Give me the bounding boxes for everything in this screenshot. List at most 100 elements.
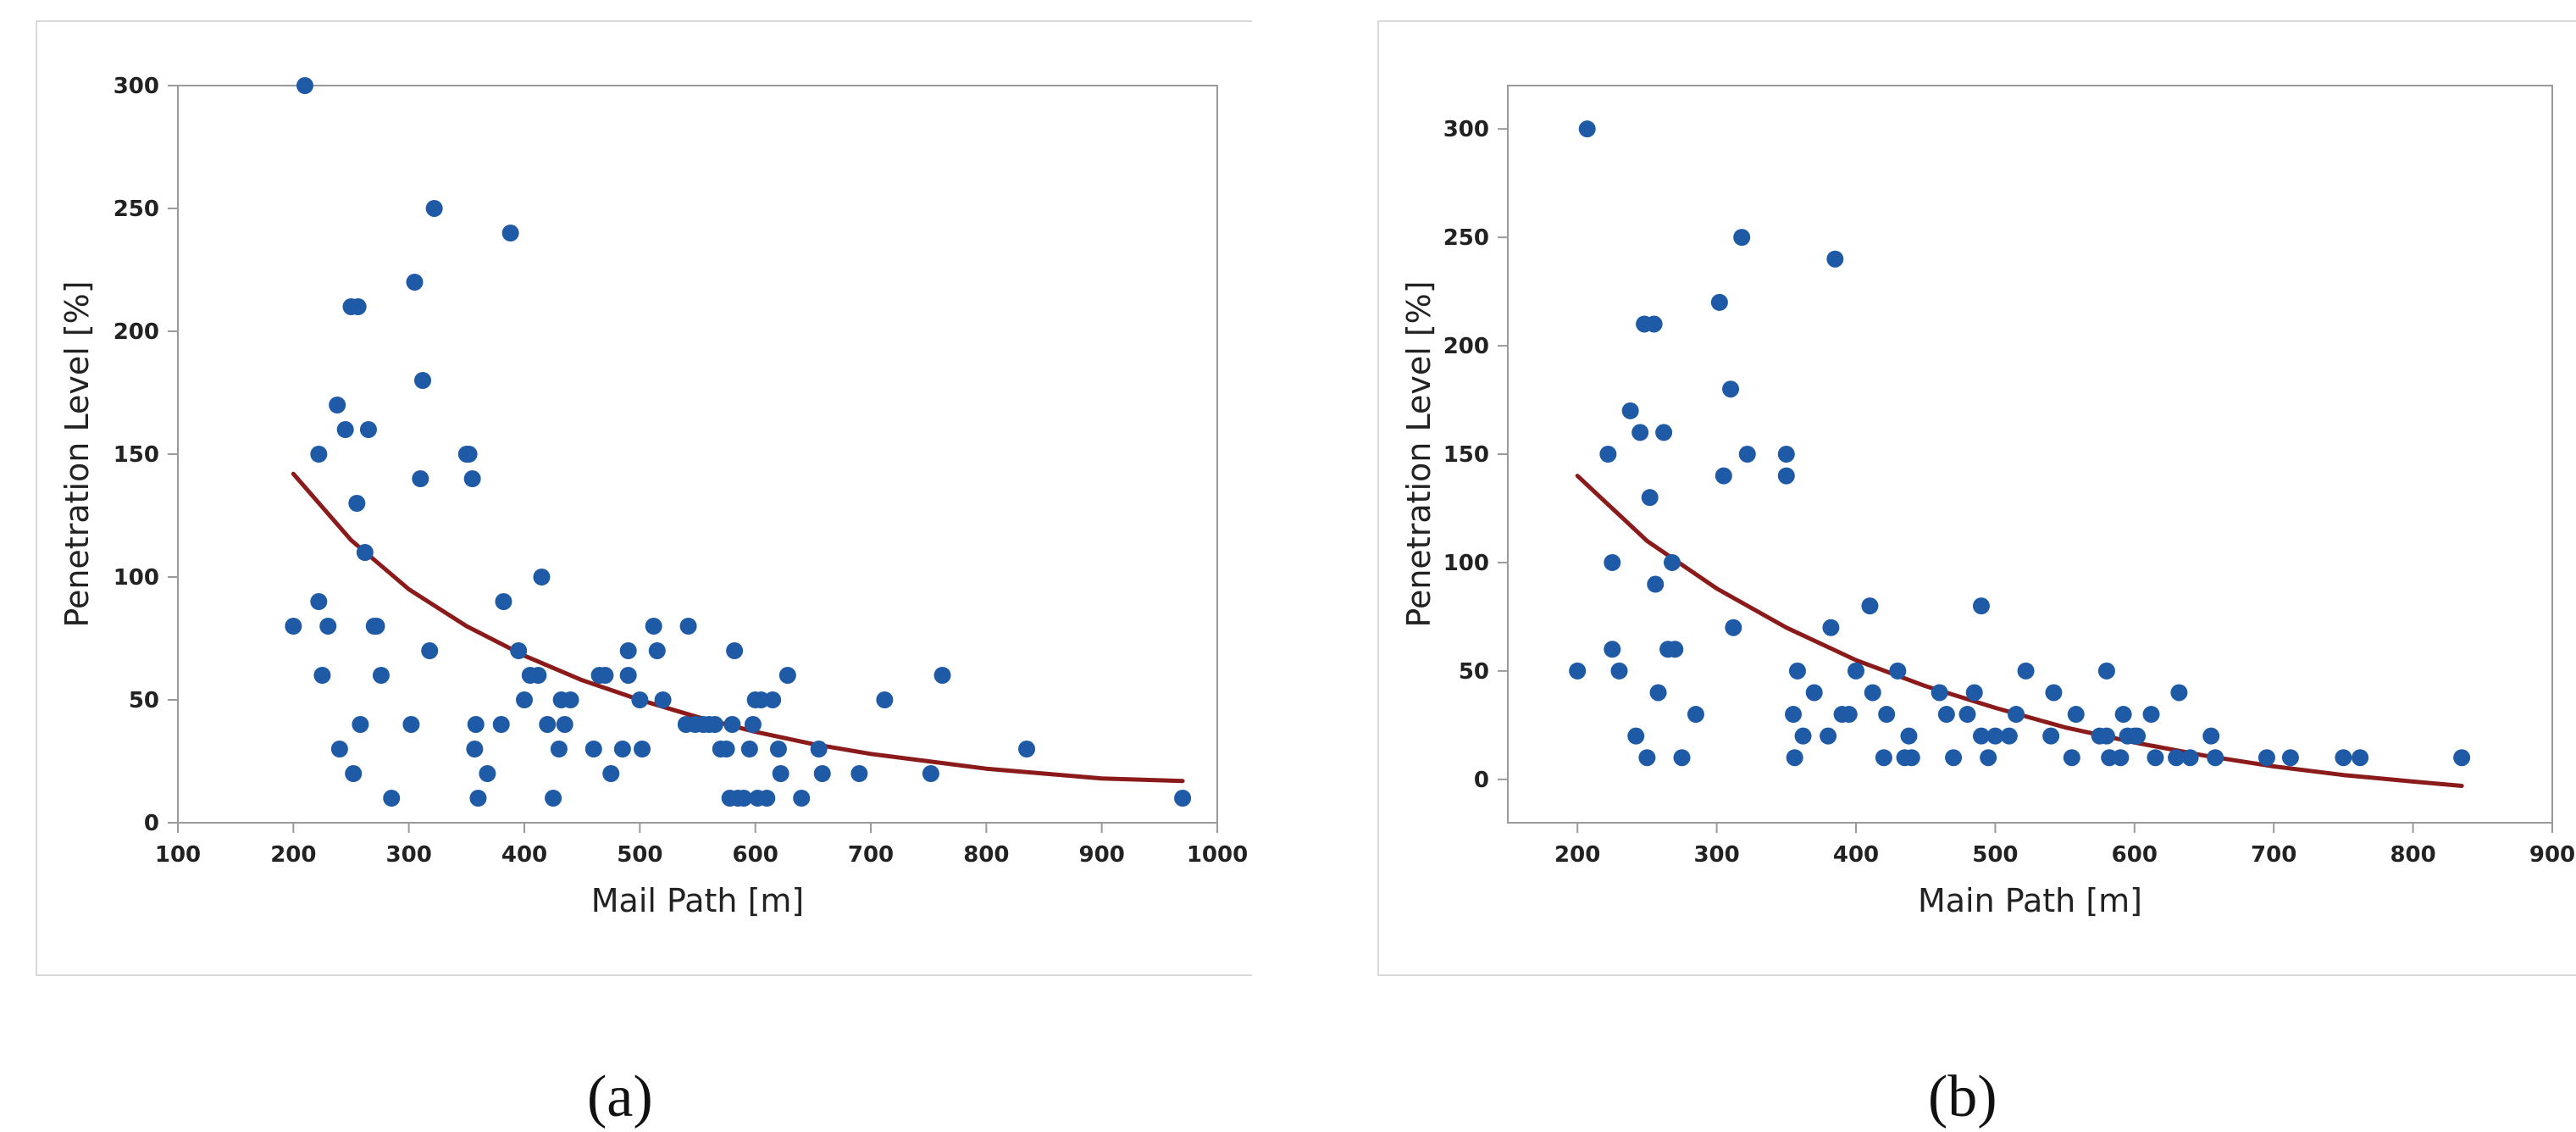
data-point	[1649, 684, 1667, 702]
data-point	[2008, 706, 2025, 724]
data-point	[1900, 727, 1918, 745]
data-point	[2168, 749, 2185, 767]
y-axis-label: Penetration Level [%]	[1400, 280, 1438, 627]
data-point	[1794, 727, 1812, 745]
x-tick-label: 900	[1079, 842, 1125, 868]
data-point	[2335, 749, 2352, 767]
data-point	[1786, 749, 1803, 767]
data-point	[1820, 727, 1837, 745]
data-point	[529, 667, 547, 684]
data-point	[296, 77, 313, 94]
data-point	[1958, 706, 1976, 724]
data-point	[2207, 749, 2224, 767]
data-point	[2170, 684, 2188, 702]
data-point	[1822, 619, 1840, 636]
data-point	[1610, 662, 1628, 680]
data-point	[1673, 749, 1691, 767]
data-point	[2097, 662, 2115, 680]
data-point	[706, 716, 723, 733]
data-point	[516, 691, 533, 708]
data-point	[319, 618, 337, 635]
data-point	[1599, 446, 1617, 463]
y-tick-label: 50	[129, 688, 159, 713]
data-point	[1931, 684, 1948, 702]
data-point	[758, 790, 776, 807]
y-tick-label: 0	[144, 811, 159, 836]
data-point	[466, 741, 484, 757]
data-point	[402, 716, 420, 733]
data-point	[1889, 662, 1907, 680]
data-point	[556, 716, 573, 733]
data-point	[584, 741, 602, 757]
data-point	[2129, 727, 2147, 745]
data-point	[793, 790, 811, 807]
data-point	[613, 741, 631, 757]
data-point	[460, 446, 478, 463]
y-tick-label: 250	[114, 197, 159, 222]
y-tick-label: 0	[1474, 768, 1489, 793]
data-point	[1641, 489, 1659, 507]
data-point	[717, 741, 735, 757]
data-point	[1174, 790, 1192, 807]
data-point	[1569, 662, 1587, 680]
data-point	[2042, 727, 2060, 745]
data-point	[1738, 446, 1756, 463]
data-point	[1875, 749, 1892, 767]
y-tick-label: 300	[114, 74, 159, 99]
plot-frame-a	[177, 85, 1218, 824]
data-point	[1666, 641, 1684, 658]
data-point	[726, 642, 744, 659]
data-point	[2017, 662, 2035, 680]
data-point	[329, 397, 346, 413]
fit-curve	[291, 471, 1185, 784]
data-point	[654, 691, 672, 708]
data-point	[285, 618, 302, 635]
data-point	[1631, 424, 1649, 441]
data-point	[495, 593, 512, 610]
x-tick-label: 400	[1833, 842, 1879, 868]
data-point	[619, 667, 637, 684]
data-point	[310, 593, 328, 610]
data-point	[383, 790, 401, 807]
scatter-chart-a: 100 200 300 400 500 600 700 800 900 1000 0 50 100 150…	[58, 74, 1248, 919]
data-point	[1965, 684, 1983, 702]
data-point	[356, 544, 374, 561]
data-point	[922, 765, 939, 782]
fit-curve	[1575, 474, 2464, 788]
x-tick-label: 300	[1693, 842, 1739, 868]
data-point	[1777, 467, 1795, 485]
x-tick-label: 600	[733, 842, 778, 868]
scatter-chart-b: 200 300 400 500 600 700 800 900 0 50 100 150 200 250 3…	[1400, 85, 2575, 919]
data-point	[2142, 706, 2160, 724]
x-tick-label: 600	[2112, 842, 2158, 868]
data-point	[533, 569, 551, 585]
data-point	[1604, 641, 1621, 658]
x-tick-label: 800	[963, 842, 1009, 868]
x-tick-label: 500	[617, 842, 662, 868]
data-point	[1945, 749, 1963, 767]
data-point	[562, 691, 579, 708]
data-point	[359, 421, 377, 438]
data-point	[813, 765, 831, 782]
data-point	[1655, 424, 1673, 441]
data-point	[2352, 749, 2369, 767]
data-point	[1722, 380, 1740, 398]
data-point	[1903, 749, 1920, 767]
data-point	[425, 200, 443, 217]
data-point	[810, 741, 828, 757]
data-point	[414, 372, 432, 389]
data-point	[1972, 597, 1990, 615]
y-tick-label: 100	[1443, 551, 1489, 576]
data-point	[2257, 749, 2275, 767]
data-point	[2114, 706, 2132, 724]
data-point	[1733, 229, 1751, 247]
data-point	[876, 691, 894, 708]
data-point	[348, 495, 366, 512]
data-point	[467, 716, 485, 733]
data-point	[735, 790, 753, 807]
data-point	[539, 716, 557, 733]
data-point	[1621, 402, 1639, 419]
caption-b: (b)	[1928, 1064, 1997, 1129]
data-point	[1826, 250, 1844, 268]
data-point	[469, 790, 487, 807]
